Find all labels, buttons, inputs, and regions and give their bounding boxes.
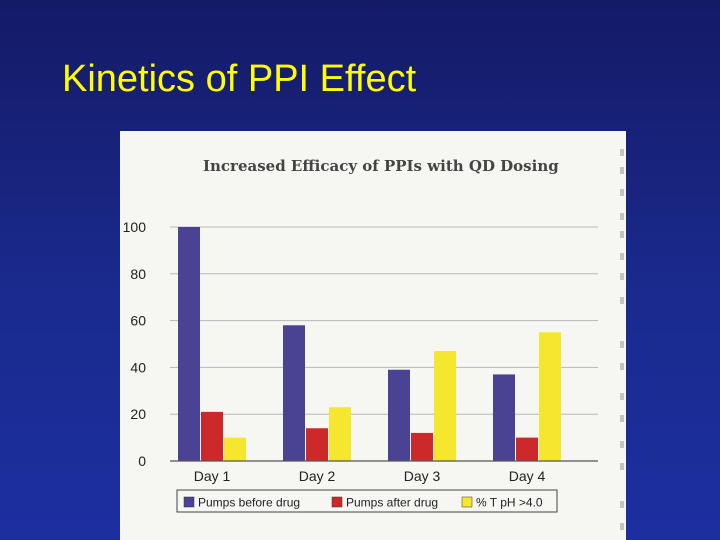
- x-category-label: Day 2: [299, 468, 336, 484]
- cropped-text-mark: [620, 273, 624, 280]
- y-tick-label: 20: [130, 406, 146, 422]
- bar-chart: Increased Efficacy of PPIs with QD Dosin…: [123, 149, 624, 530]
- cropped-text-mark: [620, 441, 624, 448]
- bar: [493, 374, 515, 461]
- legend-box: [176, 489, 558, 513]
- cropped-text-mark: [620, 167, 624, 174]
- bar: [306, 428, 328, 461]
- cropped-text-mark: [620, 149, 624, 156]
- legend-label: % T pH >4.0: [476, 496, 543, 510]
- bar: [201, 411, 223, 461]
- legend-label: Pumps after drug: [346, 496, 438, 510]
- x-category-label: Day 4: [509, 468, 546, 484]
- y-tick-label: 40: [130, 359, 146, 375]
- chart-title: Increased Efficacy of PPIs with QD Dosin…: [203, 157, 559, 175]
- y-tick-label: 0: [138, 453, 146, 469]
- legend-swatch: [331, 496, 343, 508]
- y-tick-label: 100: [123, 219, 147, 235]
- legend-swatch: [461, 496, 473, 508]
- bar: [411, 432, 433, 461]
- x-category-label: Day 3: [404, 468, 441, 484]
- y-tick-label: 80: [130, 266, 146, 282]
- cropped-text-mark: [620, 253, 624, 260]
- cropped-text-mark: [620, 393, 624, 400]
- cropped-text-mark: [620, 231, 624, 238]
- bar: [283, 325, 305, 461]
- cropped-text-mark: [620, 297, 624, 304]
- y-tick-label: 60: [130, 313, 146, 329]
- cropped-text-mark: [620, 189, 624, 196]
- slide-title: Kinetics of PPI Effect: [62, 58, 417, 100]
- bar: [388, 369, 410, 461]
- bar: [516, 437, 538, 461]
- x-category-label: Day 1: [194, 468, 231, 484]
- cropped-text-mark: [620, 341, 624, 348]
- bar: [224, 437, 246, 461]
- cropped-text-mark: [620, 213, 624, 220]
- cropped-text-mark: [620, 415, 624, 422]
- cropped-text-mark: [620, 523, 624, 530]
- legend-label: Pumps before drug: [198, 496, 300, 510]
- cropped-text-mark: [620, 463, 624, 470]
- bar: [329, 407, 351, 461]
- bar: [434, 351, 456, 461]
- cropped-text-mark: [620, 363, 624, 370]
- bar: [178, 227, 200, 461]
- cropped-text-mark: [620, 501, 624, 508]
- bar: [539, 332, 561, 461]
- legend-swatch: [183, 496, 195, 508]
- chart-figure: Increased Efficacy of PPIs with QD Dosin…: [120, 131, 626, 540]
